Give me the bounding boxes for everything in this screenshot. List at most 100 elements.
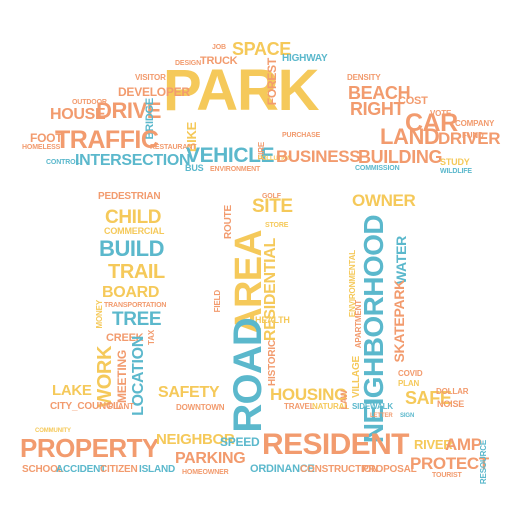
word-commercial: COMMERCIAL <box>104 226 165 236</box>
word-construction: CONSTRUCTION <box>300 464 379 475</box>
word-property: PROPERTY <box>20 433 159 463</box>
word-vote: VOTE <box>430 109 452 118</box>
word-business: BUSINESS <box>276 147 361 166</box>
word-traffic: TRAFFIC <box>55 126 159 154</box>
word-build: BUILD <box>99 236 165 261</box>
word-intersection: INTERSECTION <box>75 152 191 169</box>
word-ordinance: ORDINANCE <box>250 463 315 475</box>
word-house: HOUSE <box>50 106 106 123</box>
word-control: CONTROL <box>46 159 80 166</box>
word-pedestrian: PEDESTRIAN <box>98 191 161 202</box>
word-meeting: MEETING <box>115 350 129 403</box>
word-water: WATER <box>393 236 409 285</box>
word-city-council: CITY_COUNCIL <box>50 401 122 412</box>
word-downtown: DOWNTOWN <box>176 403 225 412</box>
word-citizen: CITIZEN <box>100 464 138 475</box>
word-study: STUDY <box>440 157 470 167</box>
word-environment: ENVIRONMENT <box>210 166 261 173</box>
word-protect: PROTECT <box>410 454 489 473</box>
word-resource: RESOURCE <box>479 440 488 485</box>
word-parking: PARKING <box>175 450 246 467</box>
word-money: MONEY <box>95 300 104 329</box>
word-pollution: POLLUTION <box>258 156 292 162</box>
word-space: SPACE <box>232 39 291 59</box>
word-school: SCHOOL <box>22 464 64 475</box>
word-purchase: PURCHASE <box>282 132 321 139</box>
word-travel: TRAVEL <box>284 402 315 411</box>
word-creek: CREEK <box>106 332 144 344</box>
word-safety: SAFETY <box>158 384 220 401</box>
word-community: COMMUNITY <box>35 428 71 434</box>
word-law: LAW <box>339 390 349 410</box>
word-owner: OWNER <box>352 191 416 210</box>
word-truck: TRUCK <box>200 55 238 67</box>
word-design: DESIGN <box>175 60 201 67</box>
word-noise: NOISE <box>437 399 465 409</box>
word-visitor: VISITOR <box>135 73 166 82</box>
word-village: VILLAGE <box>351 356 362 398</box>
word-foot: FOOT <box>30 131 63 145</box>
word-land: LAND <box>380 124 440 149</box>
word-skatepark: SKATEPARK <box>391 280 407 363</box>
word-sidewalk: SIDEWALK <box>352 402 393 411</box>
word-board: BOARD <box>102 284 160 301</box>
word-field: FIELD <box>213 290 222 313</box>
word-letter: LETTER <box>370 413 393 419</box>
word-child: CHILD <box>105 207 162 228</box>
word-store: STORE <box>265 222 289 229</box>
word-bus: BUS <box>185 163 204 173</box>
word-density: DENSITY <box>347 73 381 82</box>
word-homeowner: HOMEOWNER <box>182 469 229 476</box>
word-safe: SAFE <box>405 388 452 408</box>
word-neighbor: NEIGHBOR <box>156 431 235 448</box>
word-covid: COVID <box>398 369 423 378</box>
word-drive: DRIVE <box>96 98 162 123</box>
word-driver: DRIVER <box>438 129 501 148</box>
word-plan: PLAN <box>398 379 420 388</box>
word-homeless: HOMELESS <box>22 144 61 151</box>
word-tax: TAX <box>147 330 156 345</box>
word-vehicle: VEHICLE <box>186 144 275 167</box>
word-restaurant: RESTAURANT <box>150 144 197 151</box>
word-park: PARK <box>163 58 320 123</box>
word-tree: TREE <box>112 309 162 330</box>
word-company: COMPANY <box>455 119 495 128</box>
word-outdoor: OUTDOOR <box>72 99 107 106</box>
word-apartment: APARTMENT <box>354 300 363 349</box>
word-historic: HISTORIC <box>267 340 278 386</box>
word-proposal: PROPOSAL <box>362 464 417 475</box>
word-plant: PLANT <box>108 402 134 411</box>
word-trail: TRAIL <box>108 261 165 283</box>
word-wildlife: WILDLIFE <box>440 168 472 175</box>
word-fund: FUND <box>462 131 484 140</box>
word-accident: ACCIDENT <box>56 464 107 475</box>
word-speed: SPEED <box>220 435 260 449</box>
word-transportation: TRANSPORTATION <box>104 302 167 309</box>
word-sign: SIGN <box>400 413 415 419</box>
word-river: RIVER <box>414 437 453 452</box>
word-cost: COST <box>398 95 428 107</box>
word-health: HEALTH <box>255 315 290 325</box>
word-dollar: DOLLAR <box>436 387 469 396</box>
word-forest: FOREST <box>265 58 279 106</box>
word-lake: LAKE <box>52 382 92 399</box>
word-highway: HIGHWAY <box>282 53 328 64</box>
word-work: WORK <box>94 346 116 408</box>
word-housing: HOUSING <box>270 385 347 404</box>
word-developer: DEVELOPER <box>118 85 190 99</box>
word-island: ISLAND <box>139 464 176 475</box>
word-commission: COMMISSION <box>355 165 400 172</box>
word-car: CAR <box>405 109 458 137</box>
word-beach: BEACH <box>348 83 411 103</box>
word-amp: AMP <box>445 435 482 454</box>
word-job: JOB <box>212 44 226 51</box>
word-site: SITE <box>252 196 293 217</box>
word-road: ROAD <box>226 318 270 433</box>
word-resident: RESIDENT <box>262 428 409 461</box>
word-right: RIGHT <box>350 99 405 119</box>
word-building: BUILDING <box>358 147 443 167</box>
word-natural: NATURAL <box>312 402 349 411</box>
word-tourist: TOURIST <box>432 472 462 479</box>
word-golf: GOLF <box>262 193 281 200</box>
